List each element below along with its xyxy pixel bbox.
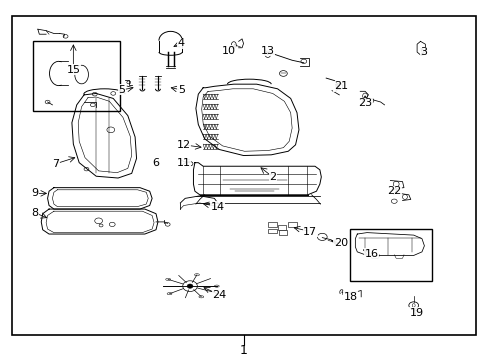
Text: 17: 17	[303, 226, 317, 237]
Text: 12: 12	[176, 140, 190, 150]
Text: 1: 1	[240, 344, 247, 357]
Text: 5: 5	[178, 85, 184, 95]
Text: 14: 14	[210, 202, 224, 212]
Text: 19: 19	[409, 307, 423, 318]
Bar	[267, 229, 276, 233]
Bar	[33, 41, 119, 111]
Text: 3: 3	[420, 47, 427, 57]
Text: 18: 18	[343, 292, 357, 302]
Text: 4: 4	[177, 39, 184, 49]
Bar	[350, 229, 431, 282]
Bar	[12, 16, 475, 335]
Text: 16: 16	[364, 249, 378, 259]
Text: 11: 11	[176, 158, 190, 168]
Text: 20: 20	[333, 238, 347, 248]
Text: 9: 9	[31, 188, 38, 198]
Text: 6: 6	[152, 158, 159, 168]
Text: 10: 10	[222, 46, 235, 56]
Bar	[267, 222, 276, 227]
Circle shape	[187, 284, 193, 288]
Text: 13: 13	[260, 46, 274, 56]
Bar	[278, 230, 287, 235]
Text: 24: 24	[212, 290, 226, 300]
Text: 8: 8	[31, 208, 38, 218]
Text: 15: 15	[66, 65, 80, 75]
Text: 22: 22	[386, 186, 401, 196]
Text: 5: 5	[118, 85, 125, 95]
Text: 7: 7	[52, 159, 59, 169]
Text: 2: 2	[268, 172, 276, 182]
Text: 23: 23	[357, 98, 371, 108]
Text: 21: 21	[333, 81, 347, 91]
Bar	[277, 225, 286, 230]
Bar	[287, 222, 296, 227]
